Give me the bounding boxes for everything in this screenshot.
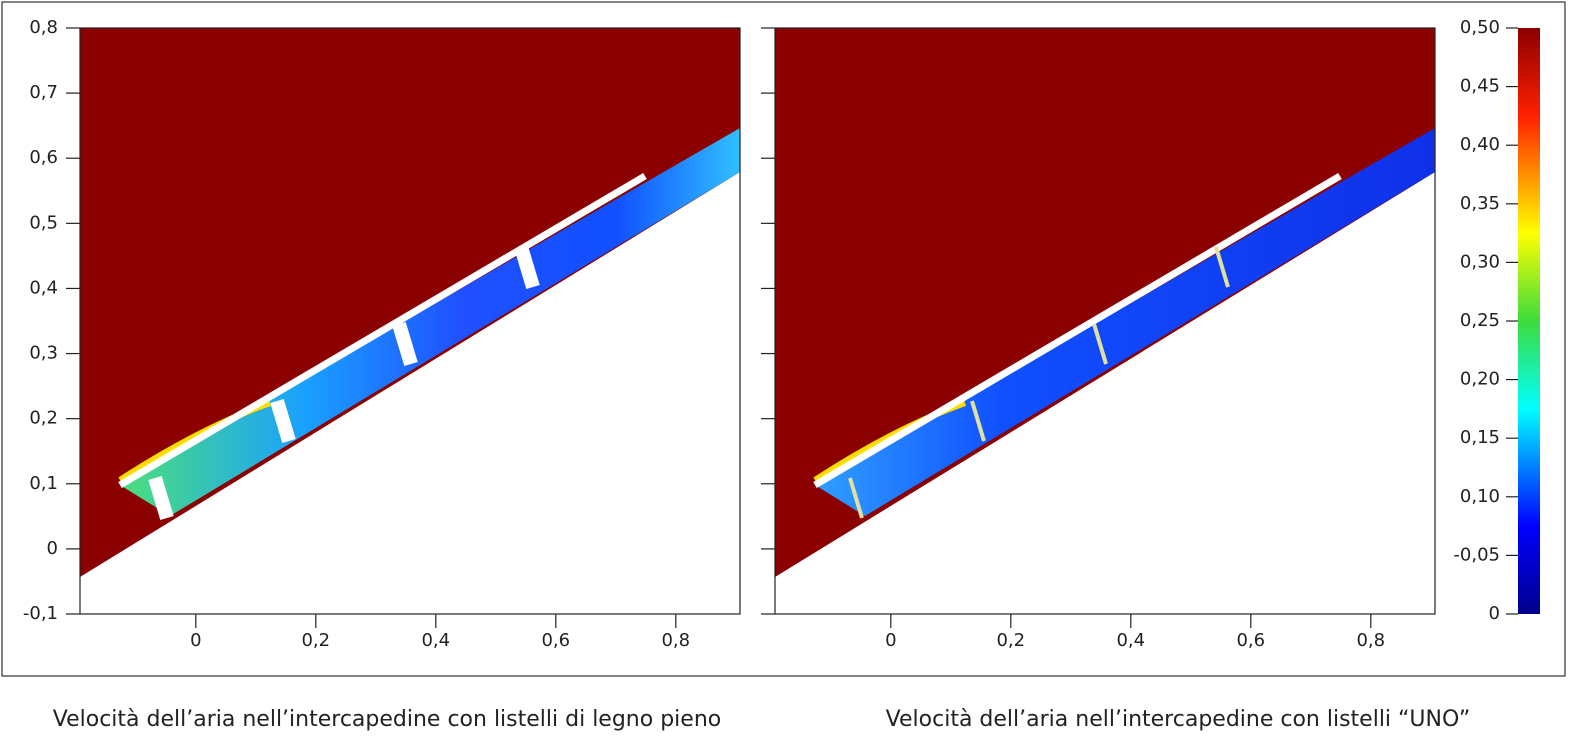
x-tick-label: 0 [190, 630, 201, 651]
y-tick-label: 0,1 [29, 473, 58, 494]
colorbar-label: 0,35 [1460, 193, 1500, 214]
x-tick-label: 0,8 [1356, 630, 1385, 651]
caption: Velocità dell’aria nell’intercapedine co… [886, 707, 1471, 732]
colorbar-label: 0,50 [1460, 17, 1500, 38]
cladding-board [118, 172, 647, 489]
y-tick-label: 0 [47, 538, 58, 559]
plot-border [79, 27, 741, 615]
batten [1092, 323, 1108, 365]
x-tick-label: 0,4 [421, 630, 450, 651]
x-tick-label: 0,2 [301, 630, 330, 651]
y-tick-label: 0,7 [29, 82, 58, 103]
cavity-flow [815, 128, 1435, 516]
colorbar-label: 0,20 [1460, 369, 1500, 390]
batten [1214, 246, 1230, 288]
panels: 0,80,70,60,50,40,30,20,10-0,10 0,2 0,4 0,6 0… [23, 17, 1518, 732]
x-tick-label: 0,6 [541, 630, 570, 651]
cavity-flow [120, 128, 740, 516]
batten [514, 244, 540, 290]
colorbar-label: 0 [1489, 603, 1500, 624]
y-tick-label: 0,6 [29, 147, 58, 168]
y-tick-label: 0,2 [29, 408, 58, 429]
batten [392, 321, 418, 367]
colorbar-label: 0,10 [1460, 486, 1500, 507]
y-tick-label: 0,4 [29, 277, 58, 298]
x-tick-label: 0 [885, 630, 896, 651]
colorbar-label: 0,45 [1460, 76, 1500, 97]
y-tick-label: 0,8 [29, 17, 58, 38]
colorbar-label: -0,05 [1453, 544, 1500, 565]
colorbar-label: 0,25 [1460, 310, 1500, 331]
batten [148, 475, 174, 521]
plot-border [774, 27, 1436, 615]
x-tick-label: 0,6 [1236, 630, 1265, 651]
x-tick-label: 0,8 [661, 630, 690, 651]
batten [848, 477, 864, 519]
batten [270, 398, 296, 444]
y-tick-label: 0,3 [29, 343, 58, 364]
x-tick-label: 0,4 [1116, 630, 1145, 651]
batten [970, 400, 986, 442]
x-tick-label: 0,2 [996, 630, 1025, 651]
colorbar-label: 0,30 [1460, 251, 1500, 272]
y-tick-label: 0,5 [29, 212, 58, 233]
caption: Velocità dell’aria nell’intercapedine co… [53, 707, 721, 732]
frame [1, 1, 1566, 677]
y-tick-label: -0,1 [23, 603, 58, 624]
cladding-board [813, 172, 1342, 489]
colorbar-label: 0,40 [1460, 134, 1500, 155]
colorbar-label: 0,15 [1460, 427, 1500, 448]
colorbar [1518, 28, 1540, 614]
